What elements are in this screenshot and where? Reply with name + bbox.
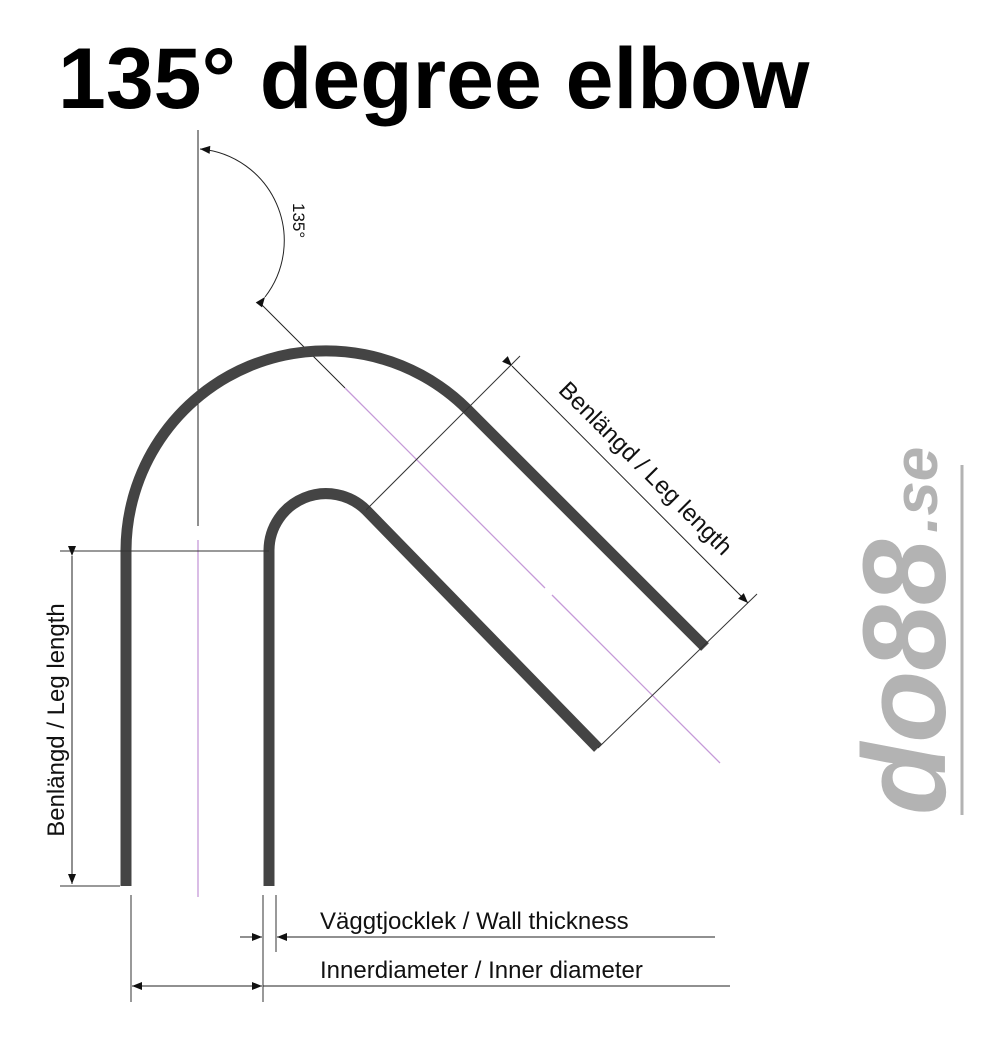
leg-length-label-diagonal: Benlängd / Leg length bbox=[553, 377, 737, 561]
angle-arc bbox=[199, 145, 285, 308]
diagonal-leg-start-line bbox=[365, 355, 521, 511]
angle-label: 135° bbox=[289, 203, 308, 238]
diagonal-leg-length-dimension bbox=[502, 356, 749, 604]
diagonal-centerline-end bbox=[551, 594, 721, 764]
logo-suffix: .se bbox=[882, 447, 951, 533]
logo-main: do88 bbox=[839, 539, 971, 815]
inner-diameter-label: Innerdiameter / Inner diameter bbox=[320, 957, 643, 984]
wall-thickness-label: Väggtjocklek / Wall thickness bbox=[320, 908, 629, 935]
diagonal-leg-end-line bbox=[597, 593, 758, 749]
leg-length-label-left: Benlängd / Leg length bbox=[43, 603, 70, 837]
page-title: 135° degree elbow bbox=[58, 31, 810, 127]
do88-logo: do88 .se bbox=[839, 447, 971, 815]
pipe-outer-wall bbox=[120, 345, 709, 886]
diagonal-centerline bbox=[344, 387, 546, 589]
pipe-inner-wall bbox=[263, 488, 602, 886]
